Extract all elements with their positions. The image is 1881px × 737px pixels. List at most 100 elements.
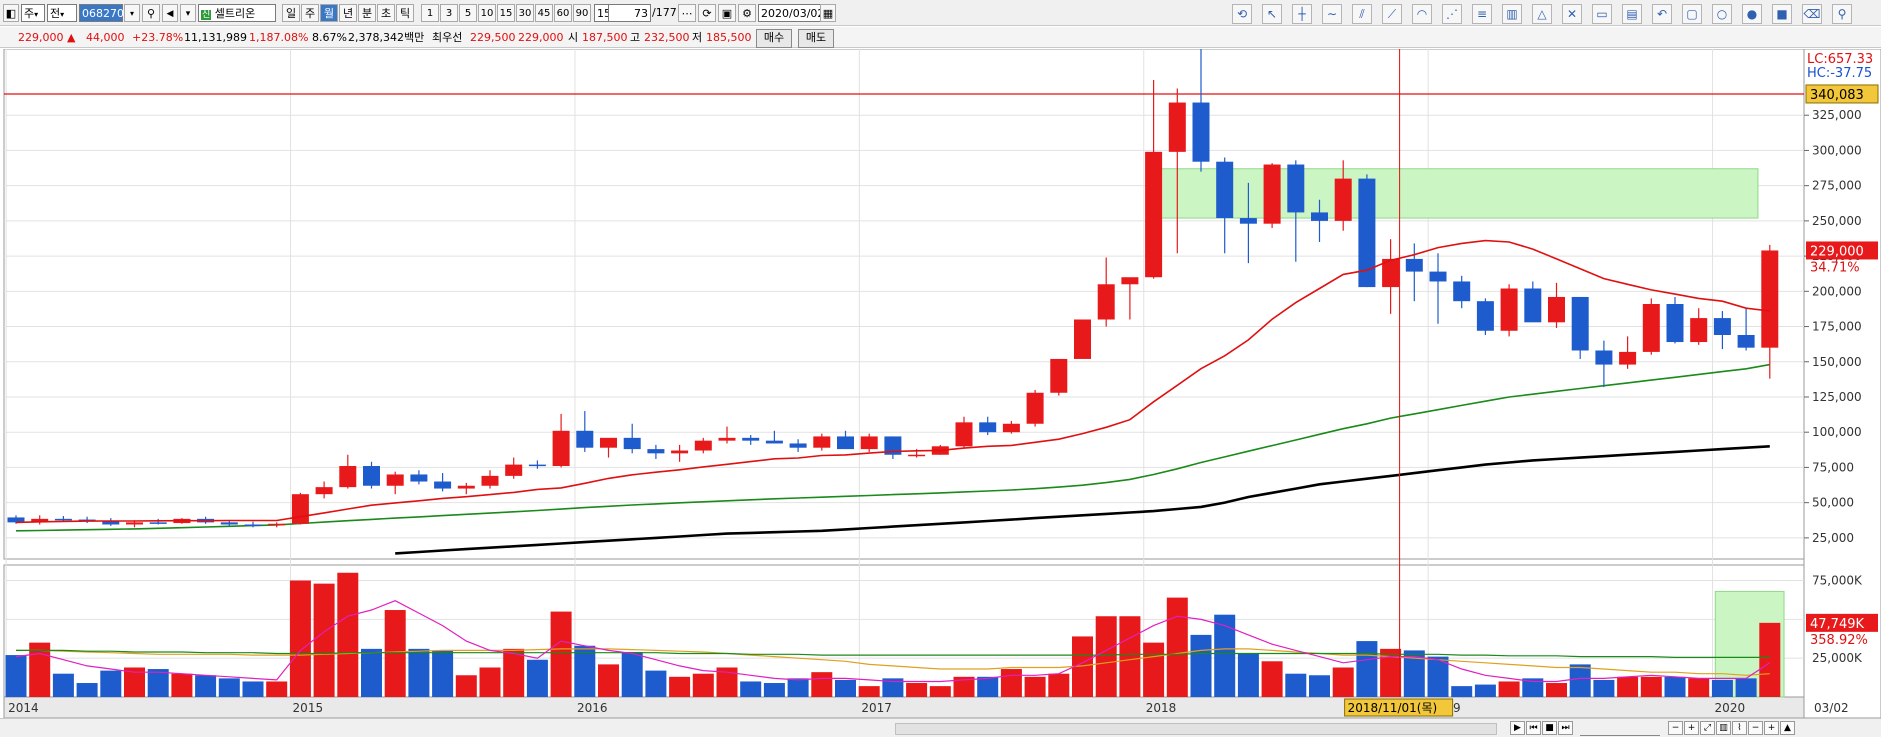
volume-bar — [929, 686, 951, 697]
volume-ma-pink — [15, 600, 1771, 683]
lock-icon[interactable]: ⚲ — [1832, 4, 1852, 24]
volume-bar — [1285, 673, 1307, 697]
interval-button-5[interactable]: 30 — [516, 4, 534, 22]
volume-bar — [1356, 641, 1378, 697]
cycle-icon[interactable]: ⟲ — [1232, 4, 1252, 24]
next-stock-icon[interactable]: ▾ — [180, 4, 196, 22]
stock-chart[interactable]: 325,000300,000275,000250,000225,000200,0… — [0, 49, 1881, 718]
interval-button-3[interactable]: 10 — [478, 4, 496, 22]
scroll-end-icon[interactable]: ▲ — [1780, 721, 1795, 735]
fan-icon[interactable]: ⋰ — [1442, 4, 1462, 24]
scroll-first-icon[interactable]: ▶ — [1510, 721, 1525, 735]
candle-body — [1358, 178, 1376, 288]
minimize-icon[interactable]: − — [1748, 721, 1763, 735]
link-icon[interactable]: ⋯ — [678, 4, 696, 22]
search-icon[interactable]: ⚲ — [142, 4, 160, 22]
price-tick-label: 150,000 — [1812, 355, 1862, 369]
stock-name-field[interactable]: 신 셀트리온 — [198, 4, 276, 22]
channel-icon[interactable]: ⫽ — [1352, 4, 1372, 24]
period-button-6[interactable]: 틱 — [396, 4, 414, 22]
volume-bar — [858, 686, 880, 697]
candle-body — [481, 475, 499, 486]
refresh-icon[interactable]: ⟳ — [698, 4, 716, 22]
code-input[interactable]: 068270 — [79, 4, 124, 22]
code-dropdown-icon[interactable]: ▾ — [124, 4, 140, 22]
open-price: 187,500 — [582, 31, 628, 44]
count-input[interactable]: 73 — [608, 4, 651, 22]
candle-body — [1287, 164, 1305, 213]
panel-toggle-icon[interactable]: ◧ — [3, 4, 19, 22]
note-icon[interactable]: ▤ — [1622, 4, 1642, 24]
circle-icon[interactable]: ○ — [1712, 4, 1732, 24]
color-icon[interactable]: ■ — [1772, 4, 1792, 24]
volume-bar — [1380, 648, 1402, 697]
last-volume-pct: 358.92% — [1810, 633, 1868, 648]
save-icon[interactable]: ▣ — [718, 4, 736, 22]
interval-button-2[interactable]: 5 — [459, 4, 477, 22]
market-combo[interactable]: 주▾ — [21, 4, 45, 22]
arc-icon[interactable]: ◠ — [1412, 4, 1432, 24]
volume-bar — [408, 648, 430, 697]
candle-body — [149, 522, 167, 524]
period-button-2[interactable]: 월 — [320, 4, 338, 22]
zoom-out-icon[interactable]: − — [1668, 721, 1683, 735]
candle-body — [1500, 288, 1518, 331]
cursor-icon[interactable]: ↖ — [1262, 4, 1282, 24]
interval-button-8[interactable]: 90 — [573, 4, 591, 22]
volume-bar — [1261, 661, 1283, 697]
x-tick-label: 2020 — [1715, 701, 1746, 715]
interval-button-1[interactable]: 3 — [440, 4, 458, 22]
split-view-icon[interactable]: ▥ — [1716, 721, 1731, 735]
gann-grid-icon[interactable]: ▥ — [1502, 4, 1522, 24]
chart-type-icon[interactable]: ⌇ — [1732, 721, 1747, 735]
zoom-fit-icon[interactable]: ⤢ — [1700, 721, 1715, 735]
highlight-icon[interactable]: ▢ — [1682, 4, 1702, 24]
stop-icon[interactable]: ■ — [1542, 721, 1557, 735]
volume-bar — [100, 670, 122, 697]
candle-body — [1453, 281, 1471, 302]
eraser-icon[interactable]: ⌫ — [1802, 4, 1822, 24]
scroll-back-icon[interactable]: ⏮ — [1526, 721, 1541, 735]
period-button-1[interactable]: 주 — [301, 4, 319, 22]
prev-stock-icon[interactable]: ◀ — [162, 4, 178, 22]
period-button-3[interactable]: 년 — [339, 4, 357, 22]
candle-body — [1097, 284, 1115, 320]
period-button-4[interactable]: 분 — [358, 4, 376, 22]
text-box-icon[interactable]: ▭ — [1592, 4, 1612, 24]
triangle-icon[interactable]: △ — [1532, 4, 1552, 24]
calendar-icon[interactable]: ▦ — [820, 4, 836, 22]
scroll-forward-icon[interactable]: ⏭ — [1558, 721, 1573, 735]
volume-pane — [3, 564, 1805, 698]
maximize-icon[interactable]: + — [1764, 721, 1779, 735]
interval-button-0[interactable]: 1 — [421, 4, 439, 22]
candle-body — [457, 485, 475, 489]
open-label: 시 — [568, 31, 579, 44]
zoom-slider[interactable] — [1580, 721, 1660, 736]
period-button-0[interactable]: 일 — [282, 4, 300, 22]
period-button-5[interactable]: 초 — [377, 4, 395, 22]
high-price: 232,500 — [644, 31, 690, 44]
candle-body — [1311, 212, 1328, 221]
crosshair-icon[interactable]: ┼ — [1292, 4, 1312, 24]
mode-combo[interactable]: 전▾ — [47, 4, 77, 22]
undo-icon[interactable]: ↶ — [1652, 4, 1672, 24]
interval-button-6[interactable]: 45 — [535, 4, 553, 22]
interval-button-7[interactable]: 60 — [554, 4, 572, 22]
date-input[interactable]: 2020/03/02 — [758, 4, 836, 22]
volume-bar — [361, 648, 382, 697]
level-value-box — [1805, 84, 1879, 104]
fib-icon[interactable]: ≡ — [1472, 4, 1492, 24]
buy-button[interactable]: 매수 — [756, 29, 792, 48]
settings-gear-icon[interactable]: ⚙ — [738, 4, 756, 22]
magnet-icon[interactable]: ● — [1742, 4, 1762, 24]
chart-scroll-track[interactable] — [895, 723, 1497, 735]
trendline-icon[interactable]: ∼ — [1322, 4, 1342, 24]
cross-lines-icon[interactable]: ✕ — [1562, 4, 1582, 24]
ray-icon[interactable]: ⟋ — [1382, 4, 1402, 24]
sell-button[interactable]: 매도 — [798, 29, 834, 48]
candle-body — [410, 474, 428, 482]
candle-body — [884, 436, 902, 455]
candle-body — [1619, 351, 1637, 365]
zoom-in-icon[interactable]: + — [1684, 721, 1699, 735]
interval-button-4[interactable]: 15 — [497, 4, 515, 22]
